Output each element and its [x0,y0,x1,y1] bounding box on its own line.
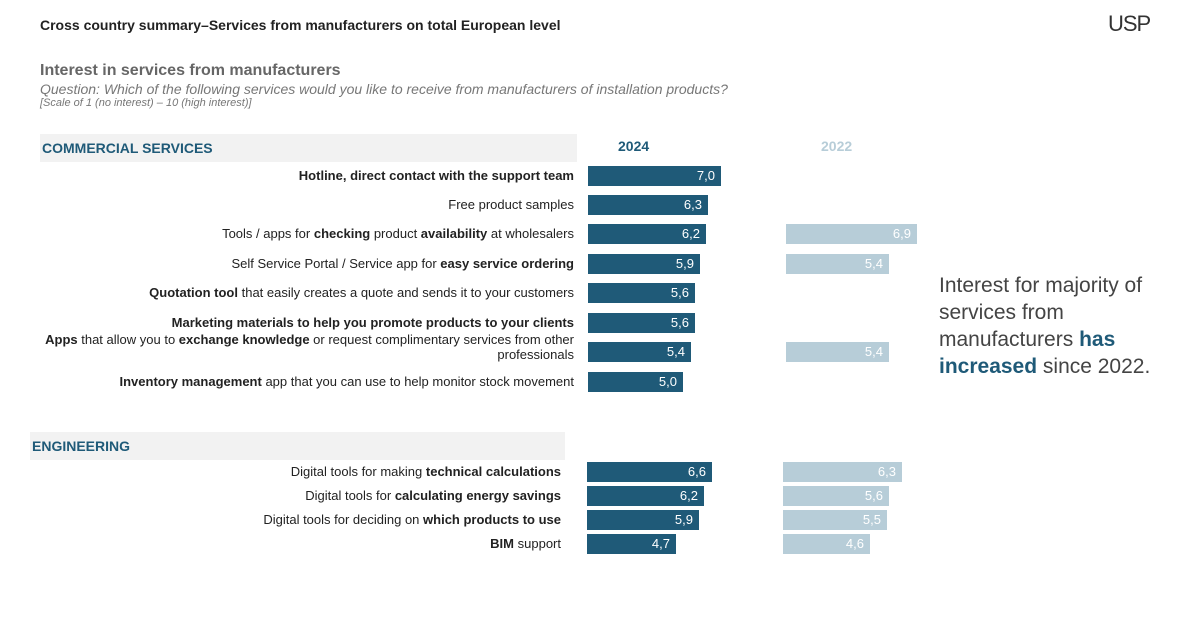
label-segment: Marketing materials to help you promote … [171,315,574,330]
data-label-2022: 4,6 [845,536,864,551]
label-segment: Quotation tool [149,285,238,300]
series-label-2022: 2022 [821,138,853,154]
usp-logo: USP [1108,11,1151,36]
label-segment: Tools / apps for [222,226,314,241]
bar-2024: 6,6 [587,462,712,482]
bar-2024: 5,0 [588,372,683,392]
label-segment: BIM [490,536,515,551]
data-label-2024: 5,0 [658,374,677,389]
bar-2022: 5,6 [783,486,889,506]
data-label-2024: 6,6 [687,464,706,479]
label-segment: which products to use [423,512,561,527]
data-label-2024: 5,6 [670,315,689,330]
category-label: Inventory management app that you can us… [40,374,575,389]
category-label: Hotline, direct contact with the support… [40,168,574,183]
data-label-2022: 5,5 [862,512,881,527]
label-segment: easy service ordering [440,256,574,271]
bar-2022: 4,6 [783,534,870,554]
label-segment: Apps [45,332,78,347]
label-segment: Self Service Portal / Service app for [231,256,441,271]
category-label: Digital tools for deciding on which prod… [200,512,561,527]
section-band: COMMERCIAL SERVICES [40,134,577,162]
category-label: BIM support [200,536,561,551]
label-segment: availability [420,226,488,241]
data-label-2024: 6,2 [681,226,700,241]
label-segment: that easily creates a quote and sends it… [237,285,574,300]
data-label-2024: 6,3 [683,197,702,212]
data-label-2024: 5,6 [670,285,689,300]
data-label-2024: 4,7 [651,536,670,551]
label-segment: checking [313,226,371,241]
label-segment: Free product samples [448,197,574,212]
bar-2024: 5,6 [588,313,695,333]
label-segment: Digital tools for making [290,464,426,479]
bar-2024: 4,7 [587,534,676,554]
bar-2024: 6,2 [587,486,704,506]
category-label: Digital tools for making technical calcu… [200,464,561,479]
bar-2024: 5,4 [588,342,691,362]
label-segment: Inventory management [119,374,262,389]
label-segment: at wholesalers [487,226,574,241]
data-label-2024: 5,9 [674,512,693,527]
callout-segment: since 2022. [1037,355,1151,378]
label-segment: exchange knowledge [178,332,310,347]
callout-highlight: has increased [939,328,1116,378]
category-label: Self Service Portal / Service app for ea… [40,256,574,271]
section-heading: ENGINEERING [32,438,131,454]
data-label-2024: 7,0 [696,168,715,183]
series-label-2024: 2024 [618,138,650,154]
label-segment: Digital tools for [305,488,395,503]
callout-segment: Interest for majority of services from m… [939,274,1143,351]
bar-2022: 6,3 [783,462,902,482]
bar-2024: 7,0 [588,166,721,186]
data-label-2024: 6,2 [679,488,698,503]
category-label: Digital tools for calculating energy sav… [200,488,561,503]
bar-2024: 5,6 [588,283,695,303]
category-label: Apps that allow you to exchange knowledg… [40,332,574,362]
label-segment: calculating energy savings [394,488,561,503]
label-segment: app that you can use to help monitor sto… [261,374,574,389]
bar-2024: 6,3 [588,195,708,215]
category-label: Marketing materials to help you promote … [40,315,574,330]
bar-2024: 6,2 [588,224,706,244]
page-title: Cross country summary–Services from manu… [40,17,561,33]
bar-2022: 5,4 [786,342,889,362]
data-label-2024: 5,4 [666,344,685,359]
data-label-2022: 5,4 [864,256,883,271]
section-band: ENGINEERING [30,432,565,460]
data-label-2022: 5,6 [864,488,883,503]
label-segment: Digital tools for deciding on [263,512,424,527]
data-label-2022: 6,9 [892,226,911,241]
bar-2022: 5,5 [783,510,887,530]
bar-2022: 6,9 [786,224,917,244]
data-label-2022: 5,4 [864,344,883,359]
bar-2022: 5,4 [786,254,889,274]
label-segment: or request complimentary services from o… [309,332,574,362]
label-segment: support [514,536,561,551]
scale-note: [Scale of 1 (no interest) – 10 (high int… [40,97,252,109]
bar-2024: 5,9 [587,510,699,530]
callout-text: Interest for majority of services from m… [939,272,1169,380]
bar-2024: 5,9 [588,254,700,274]
survey-question: Question: Which of the following service… [40,81,728,97]
data-label-2024: 5,9 [675,256,694,271]
data-label-2022: 6,3 [877,464,896,479]
chart-subtitle: Interest in services from manufacturers [40,62,341,79]
label-segment: Hotline, direct contact with the support… [298,168,574,183]
label-segment: that allow you to [77,332,179,347]
label-segment: technical calculations [425,464,561,479]
category-label: Tools / apps for checking product availa… [40,226,574,241]
category-label: Free product samples [40,197,574,212]
label-segment: product [370,226,421,241]
section-heading: COMMERCIAL SERVICES [42,140,213,156]
category-label: Quotation tool that easily creates a quo… [40,285,574,300]
